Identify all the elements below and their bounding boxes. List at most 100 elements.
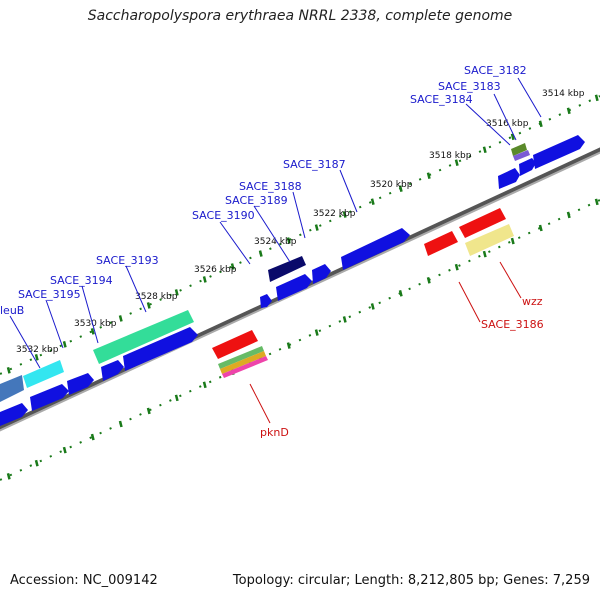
gene-arrow[interactable] bbox=[424, 231, 458, 256]
scale-tick bbox=[34, 459, 39, 467]
genome-backbone-highlight bbox=[0, 151, 600, 432]
gene-label-leub[interactable]: leuB bbox=[0, 304, 24, 317]
scale-tick bbox=[62, 341, 67, 348]
scale-tick bbox=[370, 303, 375, 310]
scale-tick bbox=[146, 407, 151, 415]
gene-label-sace-3184[interactable]: SACE_3184 bbox=[410, 93, 473, 106]
scale-tick bbox=[538, 120, 543, 128]
gene-arrow[interactable] bbox=[341, 228, 410, 270]
forward-gene-labels bbox=[9, 77, 542, 369]
gene-pknd-box-2[interactable] bbox=[220, 351, 266, 374]
forward-genes bbox=[0, 135, 585, 426]
scale-tick bbox=[594, 94, 599, 102]
gene-arrow[interactable] bbox=[67, 373, 94, 395]
scale-tick bbox=[286, 237, 291, 244]
gene-arrow[interactable] bbox=[212, 330, 258, 359]
gene-arrow[interactable] bbox=[276, 274, 312, 301]
gene-label-sace-3183[interactable]: SACE_3183 bbox=[438, 80, 501, 93]
gene-label-sace-3189[interactable]: SACE_3189 bbox=[225, 194, 288, 207]
gene-label-sace-3190[interactable]: SACE_3190 bbox=[192, 209, 255, 222]
gene-arrow[interactable] bbox=[0, 403, 28, 426]
tick-label: 3524 kbp bbox=[254, 237, 297, 247]
genome-title: Saccharopolyspora erythraea NRRL 2338, c… bbox=[87, 8, 513, 24]
gene-sace-3188-box[interactable] bbox=[268, 256, 306, 282]
tick-label: 3520 kbp bbox=[370, 180, 413, 190]
scale-labels: 3514 kbp 3516 kbp 3518 kbp 3520 kbp 3522… bbox=[16, 89, 585, 355]
gene-label-sace-3182[interactable]: SACE_3182 bbox=[464, 64, 527, 77]
scale-tick bbox=[482, 250, 487, 258]
gene-arrow[interactable] bbox=[312, 264, 331, 284]
gene-arrow[interactable] bbox=[533, 135, 585, 169]
forward-gene-label-texts: SACE_3182 SACE_3183 SACE_3184 SACE_3187 … bbox=[0, 64, 527, 317]
tick-label: 3514 kbp bbox=[542, 89, 585, 99]
scale-tick bbox=[510, 133, 515, 141]
scale-tick bbox=[230, 263, 235, 270]
gene-arrow[interactable] bbox=[0, 375, 24, 402]
inner-major-ticks bbox=[6, 198, 599, 480]
accession-label: Accession: NC_009142 bbox=[10, 573, 158, 588]
scale-tick bbox=[174, 394, 179, 402]
gene-label-sace-3195[interactable]: SACE_3195 bbox=[18, 288, 81, 301]
genome-summary: Topology: circular; Length: 8,212,805 bp… bbox=[232, 573, 590, 588]
scale-tick bbox=[314, 224, 319, 231]
gene-label-sace-3187[interactable]: SACE_3187 bbox=[283, 158, 346, 171]
outer-major-ticks bbox=[6, 94, 599, 374]
scale-tick bbox=[146, 302, 151, 309]
outer-scale-line bbox=[0, 95, 600, 375]
scale-tick bbox=[566, 107, 571, 115]
gene-arrow[interactable] bbox=[498, 168, 520, 189]
tick-label: 3518 kbp bbox=[429, 151, 472, 161]
gene-label-pknd[interactable]: pknD bbox=[260, 426, 289, 439]
scale-tick bbox=[426, 172, 431, 179]
gene-arrow[interactable] bbox=[260, 294, 272, 308]
scale-tick bbox=[370, 198, 375, 205]
gene-label-sace-3193[interactable]: SACE_3193 bbox=[96, 254, 159, 267]
scale-tick bbox=[426, 276, 431, 284]
scale-tick bbox=[594, 198, 599, 206]
tick-label: 3526 kbp bbox=[194, 265, 237, 275]
gene-sace-3193-box[interactable] bbox=[93, 310, 194, 364]
gene-arrow[interactable] bbox=[459, 208, 506, 238]
gene-label-sace-3188[interactable]: SACE_3188 bbox=[239, 180, 302, 193]
scale-tick bbox=[202, 381, 207, 389]
gene-arrow[interactable] bbox=[30, 384, 69, 411]
scale-tick bbox=[34, 354, 39, 361]
gene-sace-3182-box[interactable] bbox=[511, 143, 527, 156]
tick-label: 3528 kbp bbox=[135, 292, 178, 302]
tick-label: 3516 kbp bbox=[486, 119, 529, 129]
scale-tick bbox=[90, 433, 95, 441]
gene-arrow[interactable] bbox=[123, 327, 198, 371]
gene-leub-box[interactable] bbox=[23, 360, 64, 388]
scale-tick bbox=[398, 290, 403, 297]
tick-label: 3530 kbp bbox=[74, 319, 117, 329]
scale-tick bbox=[6, 472, 11, 480]
gene-label-wzz[interactable]: wzz bbox=[522, 295, 543, 308]
gene-pknd-box-1[interactable] bbox=[218, 346, 264, 369]
scale-tick bbox=[454, 263, 459, 271]
gene-arrow[interactable] bbox=[101, 360, 124, 381]
scale-tick bbox=[6, 366, 11, 374]
gene-wzz-box[interactable] bbox=[465, 224, 514, 256]
scale-tick bbox=[62, 446, 67, 454]
scale-tick bbox=[286, 342, 291, 349]
scale-tick bbox=[538, 224, 543, 232]
scale-tick bbox=[510, 237, 515, 245]
scale-tick bbox=[342, 211, 347, 218]
gene-label-sace-3194[interactable]: SACE_3194 bbox=[50, 274, 113, 287]
scale-tick bbox=[342, 316, 347, 323]
scale-tick bbox=[566, 211, 571, 219]
tick-label: 3532 kbp bbox=[16, 345, 59, 355]
tick-label: 3522 kbp bbox=[313, 209, 356, 219]
reverse-gene-label-texts: wzz SACE_3186 pknD bbox=[260, 295, 544, 439]
scale-tick bbox=[118, 315, 123, 322]
gene-pknd-box-3[interactable] bbox=[222, 356, 268, 378]
scale-tick bbox=[118, 420, 123, 428]
gene-arrow[interactable] bbox=[519, 158, 536, 176]
gene-label-sace-3186[interactable]: SACE_3186 bbox=[481, 318, 544, 331]
scale-tick bbox=[258, 250, 263, 257]
inner-scale-line bbox=[0, 199, 600, 481]
scale-tick bbox=[454, 159, 459, 167]
gene-sace-3183-box[interactable] bbox=[513, 150, 530, 161]
reverse-gene-labels bbox=[249, 261, 522, 424]
